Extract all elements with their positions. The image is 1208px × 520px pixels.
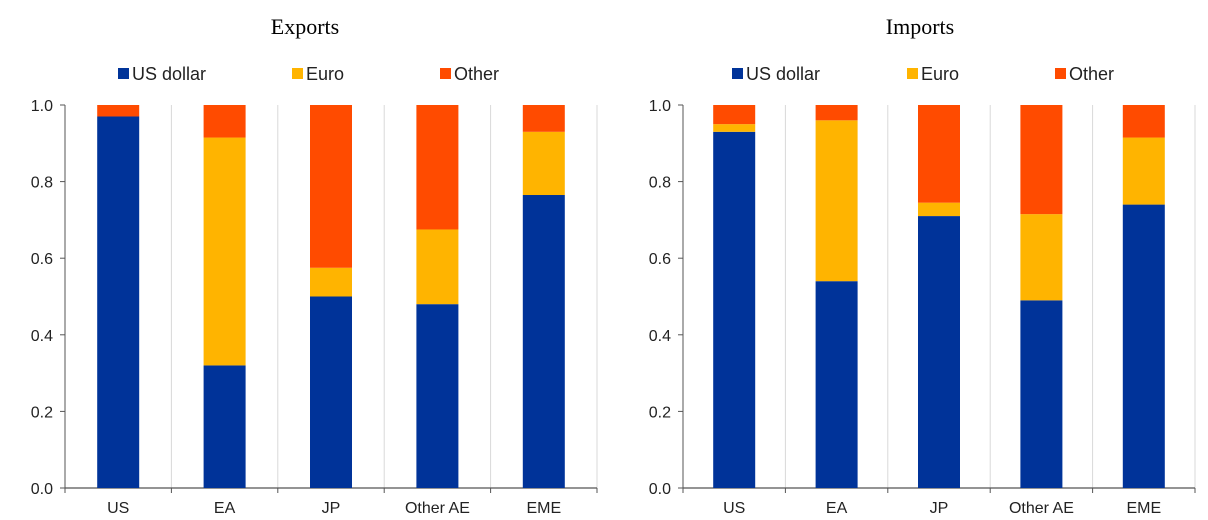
- exports-bar-us-dollar: [310, 296, 352, 488]
- imports-bar-other: [1122, 105, 1165, 138]
- imports-bar-euro: [815, 120, 858, 282]
- exports-y-tick-label: 0.8: [31, 175, 53, 192]
- imports-y-tick-label: 0.2: [649, 404, 671, 421]
- imports-y-tick-label: 0.6: [649, 251, 671, 268]
- imports-bar-other: [713, 105, 756, 125]
- exports-x-tick-label: Other AE: [405, 500, 470, 517]
- imports-y-tick-label: 1.0: [649, 98, 671, 115]
- imports-legend-swatch: [907, 68, 918, 79]
- exports-x-tick-label: US: [107, 500, 129, 517]
- exports-bar-euro: [522, 131, 565, 196]
- exports-bar-euro: [416, 229, 459, 305]
- exports-bar-other: [522, 105, 565, 132]
- exports-y-tick-label: 0.0: [31, 481, 53, 498]
- exports-chart-title: Exports: [270, 14, 340, 39]
- imports-x-tick-label: JP: [930, 500, 949, 517]
- imports-y-tick-label: 0.0: [649, 481, 671, 498]
- exports-y-tick-label: 0.4: [31, 328, 53, 345]
- imports-bar-us-dollar: [1020, 300, 1063, 488]
- imports-y-tick-label: 0.8: [649, 175, 671, 192]
- exports-chart: 0.0 0.2 0.4 0.6 0.8 1.0 US EA JP Other AE EME US do…: [31, 64, 598, 517]
- exports-bar-us-dollar: [203, 365, 246, 488]
- imports-legend-swatch: [732, 68, 743, 79]
- imports-legend-label: Other: [1069, 64, 1114, 84]
- exports-y-tick-label: 0.2: [31, 404, 53, 421]
- exports-bar-us-dollar: [97, 116, 140, 489]
- imports-legend-label: US dollar: [746, 64, 820, 84]
- exports-bar-euro: [310, 267, 352, 297]
- exports-bar-euro: [203, 137, 246, 366]
- imports-bar-other: [918, 105, 960, 203]
- exports-bar-us-dollar: [522, 195, 565, 488]
- imports-bar-other: [815, 105, 858, 121]
- imports-bar-us-dollar: [918, 216, 960, 488]
- exports-legend-swatch: [118, 68, 129, 79]
- imports-bar-other: [1020, 105, 1063, 215]
- exports-x-tick-label: EME: [526, 500, 561, 517]
- imports-y-tick-label: 0.4: [649, 328, 671, 345]
- imports-legend-label: Euro: [921, 64, 959, 84]
- exports-bar-other: [97, 105, 140, 117]
- exports-legend-swatch: [440, 68, 451, 79]
- exports-bar-other: [203, 105, 246, 138]
- exports-legend-label: Euro: [306, 64, 344, 84]
- exports-x-tick-label: EA: [214, 500, 236, 517]
- exports-y-tick-label: 1.0: [31, 98, 53, 115]
- imports-bar-euro: [1020, 214, 1063, 301]
- imports-bar-euro: [918, 202, 960, 217]
- imports-bar-us-dollar: [713, 131, 756, 488]
- imports-bar-us-dollar: [815, 281, 858, 488]
- imports-bar-euro: [713, 124, 756, 132]
- exports-x-tick-label: JP: [322, 500, 341, 517]
- exports-legend-swatch: [292, 68, 303, 79]
- imports-legend-swatch: [1055, 68, 1066, 79]
- exports-legend-label: US dollar: [132, 64, 206, 84]
- exports-bar-other: [416, 105, 459, 230]
- imports-x-tick-label: US: [723, 500, 745, 517]
- imports-x-tick-label: Other AE: [1009, 500, 1074, 517]
- imports-x-tick-label: EA: [826, 500, 848, 517]
- imports-x-tick-label: EME: [1126, 500, 1161, 517]
- exports-y-tick-label: 0.6: [31, 251, 53, 268]
- exports-bar-other: [310, 105, 352, 268]
- imports-chart-title: Imports: [885, 14, 955, 39]
- imports-bar-euro: [1122, 137, 1165, 205]
- imports-chart: 0.0 0.2 0.4 0.6 0.8 1.0 US EA JP Other AE EME US do…: [649, 64, 1196, 517]
- exports-bar-us-dollar: [416, 304, 459, 488]
- imports-bar-us-dollar: [1122, 204, 1165, 488]
- exports-legend-label: Other: [454, 64, 499, 84]
